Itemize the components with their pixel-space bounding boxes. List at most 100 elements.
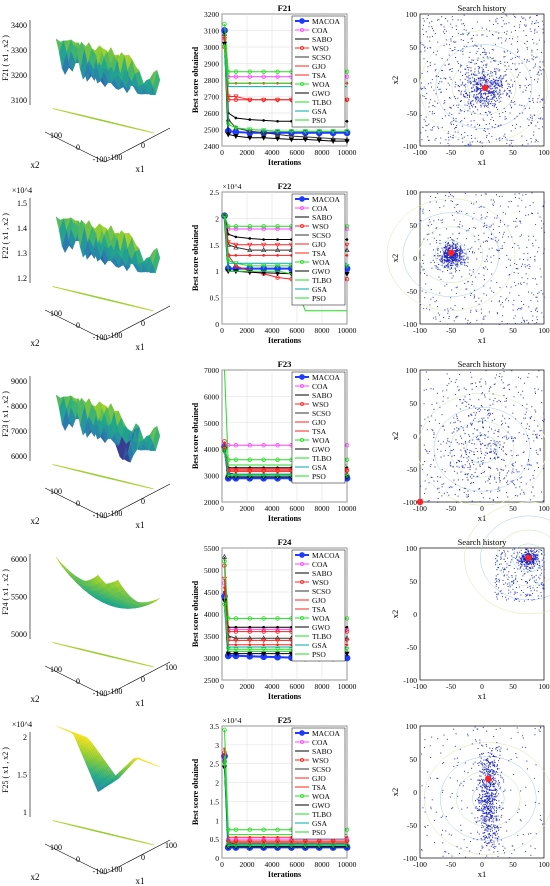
search-point (515, 418, 517, 420)
search-point (456, 247, 458, 249)
search-point (503, 436, 505, 438)
search-point (463, 95, 465, 97)
search-point (484, 80, 486, 82)
search-point (483, 75, 485, 77)
search-point (462, 141, 464, 143)
search-point (482, 459, 484, 461)
search-point (495, 444, 497, 446)
search-point (471, 500, 473, 502)
search-point (522, 555, 524, 557)
surface-patch (60, 562, 69, 572)
x-tick-label: 0 (480, 504, 484, 513)
search-point (510, 100, 512, 102)
search-point (493, 95, 495, 97)
search-point (533, 556, 535, 558)
search-point (527, 468, 529, 470)
search-point (478, 488, 480, 490)
y-axis-label: Best score obtained (191, 46, 200, 113)
search-point (487, 82, 489, 84)
search-point (480, 45, 482, 47)
search-point (421, 290, 423, 292)
search-point (528, 567, 530, 569)
search-point (479, 66, 481, 68)
search-point (449, 272, 451, 274)
search-point (515, 577, 517, 579)
search-point (434, 106, 436, 108)
search-point (441, 16, 443, 18)
search-point (538, 576, 540, 578)
search-point (526, 403, 528, 405)
z-tick-label: 6000 (11, 555, 27, 564)
search-point (448, 144, 450, 146)
search-point (423, 238, 425, 240)
search-point (511, 584, 513, 586)
search-point (508, 389, 510, 391)
search-point (518, 564, 520, 566)
search-point (466, 95, 468, 97)
search-point (534, 32, 536, 34)
search-point (457, 97, 459, 99)
search-point (460, 94, 462, 96)
search-point (496, 80, 498, 82)
series-marker-scso (247, 128, 253, 134)
search-point (489, 81, 491, 83)
search-point (461, 120, 463, 122)
legend-box (291, 193, 346, 306)
series-marker-tlbo (330, 129, 336, 135)
search-point (497, 573, 499, 575)
search-point (502, 571, 504, 573)
series-marker-woa (275, 69, 280, 74)
search-point (543, 41, 545, 43)
search-point (453, 320, 455, 322)
search-point (506, 50, 508, 52)
search-point (449, 259, 451, 261)
search-point (530, 30, 532, 32)
search-point (428, 210, 430, 212)
search-point (478, 273, 480, 275)
search-point (485, 370, 487, 372)
search-point (480, 101, 482, 103)
search-point (492, 413, 494, 415)
search-point (459, 245, 461, 247)
search-point (534, 65, 536, 67)
search-point (491, 72, 493, 74)
search-point (454, 251, 456, 253)
search-point (421, 139, 423, 141)
search-point (433, 432, 435, 434)
search-point (428, 219, 430, 221)
search-point (486, 63, 488, 65)
search-point (533, 79, 535, 81)
search-point (451, 121, 453, 123)
search-point (518, 560, 520, 562)
search-point (488, 87, 490, 89)
search-point (460, 456, 462, 458)
search-point (487, 95, 489, 97)
search-point (539, 560, 541, 562)
search-point (503, 135, 505, 137)
search-point (520, 589, 522, 591)
search-point (481, 99, 483, 101)
search-point (471, 27, 473, 29)
search-point (461, 263, 463, 265)
search-point (494, 458, 496, 460)
x2-tick-label: 100 (50, 309, 62, 318)
search-point (514, 197, 516, 199)
search-point (500, 81, 502, 83)
search-point (494, 397, 496, 399)
search-point (450, 40, 452, 42)
search-point (467, 258, 469, 260)
search-point (523, 58, 525, 60)
search-point (422, 95, 424, 97)
search-point (541, 312, 543, 314)
search-point (515, 123, 517, 125)
search-point (495, 448, 497, 450)
search-point (465, 145, 467, 147)
search-point (530, 562, 532, 564)
search-point (527, 593, 529, 595)
search-point (448, 494, 450, 496)
search-point (504, 213, 506, 215)
z-tick-label: 3200 (11, 71, 27, 80)
search-point (501, 553, 503, 555)
search-point (461, 225, 463, 227)
